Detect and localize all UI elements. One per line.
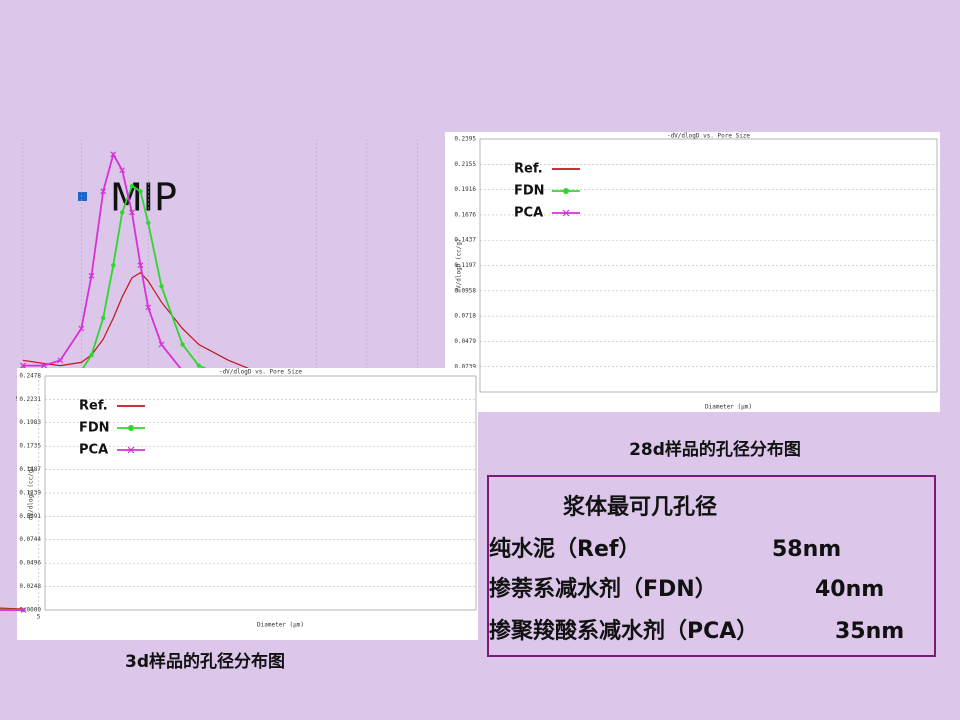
- y-tick-label: 0.0479: [454, 338, 476, 345]
- point-marker: [129, 209, 135, 216]
- chart-frame: [17, 368, 478, 640]
- point-marker: [57, 357, 64, 364]
- legend-label: Ref.: [514, 162, 543, 177]
- table-cell: 掺聚羧酸系减水剂（PCA）: [489, 618, 758, 644]
- point-marker: [20, 362, 26, 369]
- point-marker: [20, 607, 27, 613]
- legend-label: Ref.: [79, 399, 108, 414]
- legend-label: FDN: [79, 421, 110, 436]
- table-frame: [487, 475, 936, 657]
- chart-caption: 3d样品的孔径分布图: [125, 651, 285, 672]
- point-marker: [138, 189, 143, 194]
- y-tick-label: 0.0744: [19, 536, 41, 543]
- chart-frame: [445, 132, 940, 412]
- y-axis-label: dV/dlogD (cc/g): [28, 466, 35, 520]
- legend-swatch: [562, 209, 570, 217]
- y-tick-label: 0.0239: [454, 363, 476, 370]
- legend-swatch: [563, 188, 569, 194]
- table-cell: 35nm: [835, 619, 904, 644]
- y-tick-label: 0.2231: [19, 396, 41, 403]
- point-marker: [119, 210, 125, 215]
- point-marker: [110, 151, 117, 158]
- y-tick-label: 0.0000: [19, 607, 41, 614]
- point-marker: [78, 325, 85, 332]
- table-title: 浆体最可几孔径: [563, 494, 717, 520]
- point-marker: [129, 183, 135, 189]
- legend-label: FDN: [514, 184, 545, 199]
- bullet-marker: [78, 192, 87, 201]
- x-axis-label: Diameter (µm): [257, 622, 304, 629]
- point-marker: [196, 363, 202, 368]
- y-tick-label: 0.2395: [454, 136, 476, 143]
- x-tick-label: 5: [37, 614, 41, 621]
- x-axis-label: Diameter (µm): [705, 404, 752, 411]
- point-marker: [180, 342, 185, 347]
- point-marker: [89, 352, 94, 358]
- y-tick-label: 0.2478: [19, 373, 41, 380]
- y-tick-label: 0.0248: [19, 583, 41, 590]
- point-marker: [111, 263, 116, 268]
- y-tick-label: 0.1983: [19, 419, 41, 426]
- point-marker: [101, 315, 106, 321]
- legend-label: PCA: [514, 206, 543, 221]
- y-tick-label: 0.1487: [19, 466, 41, 473]
- table-cell: 掺萘系减水剂（FDN）: [489, 576, 717, 602]
- table-cell: 40nm: [815, 577, 884, 602]
- y-tick-label: 0.0991: [19, 513, 41, 520]
- y-tick-label: 0.2155: [454, 161, 476, 168]
- chart-caption: 28d样品的孔径分布图: [629, 439, 801, 460]
- point-marker: [145, 304, 152, 311]
- y-tick-label: 0.1916: [454, 186, 476, 193]
- point-marker: [158, 341, 165, 348]
- point-marker: [88, 272, 95, 279]
- table-cell: 58nm: [772, 537, 841, 562]
- point-marker: [159, 284, 164, 289]
- legend-label: PCA: [79, 443, 108, 458]
- y-axis-label: dV/dlogD (cc/g): [456, 238, 463, 292]
- y-tick-label: 0.1735: [19, 443, 41, 450]
- point-marker: [137, 262, 144, 269]
- y-tick-label: 0.1197: [454, 262, 476, 269]
- y-tick-label: 0.0718: [454, 313, 476, 320]
- y-tick-label: 0.0958: [454, 287, 476, 294]
- legend-swatch: [128, 425, 134, 431]
- table-cell: 纯水泥（Ref）: [489, 536, 640, 562]
- point-marker: [41, 362, 47, 369]
- y-tick-label: 0.1676: [454, 211, 476, 218]
- y-tick-label: 0.1437: [454, 237, 476, 244]
- point-marker: [100, 188, 107, 195]
- legend-swatch: [127, 446, 135, 454]
- chart-title: -dV/dlogD vs. Pore Size: [667, 133, 750, 140]
- chart-title: -dV/dlogD vs. Pore Size: [219, 369, 302, 376]
- y-tick-label: 0.1239: [19, 490, 41, 497]
- point-marker: [119, 167, 126, 174]
- y-tick-label: 0.0496: [19, 560, 41, 567]
- point-marker: [146, 220, 151, 226]
